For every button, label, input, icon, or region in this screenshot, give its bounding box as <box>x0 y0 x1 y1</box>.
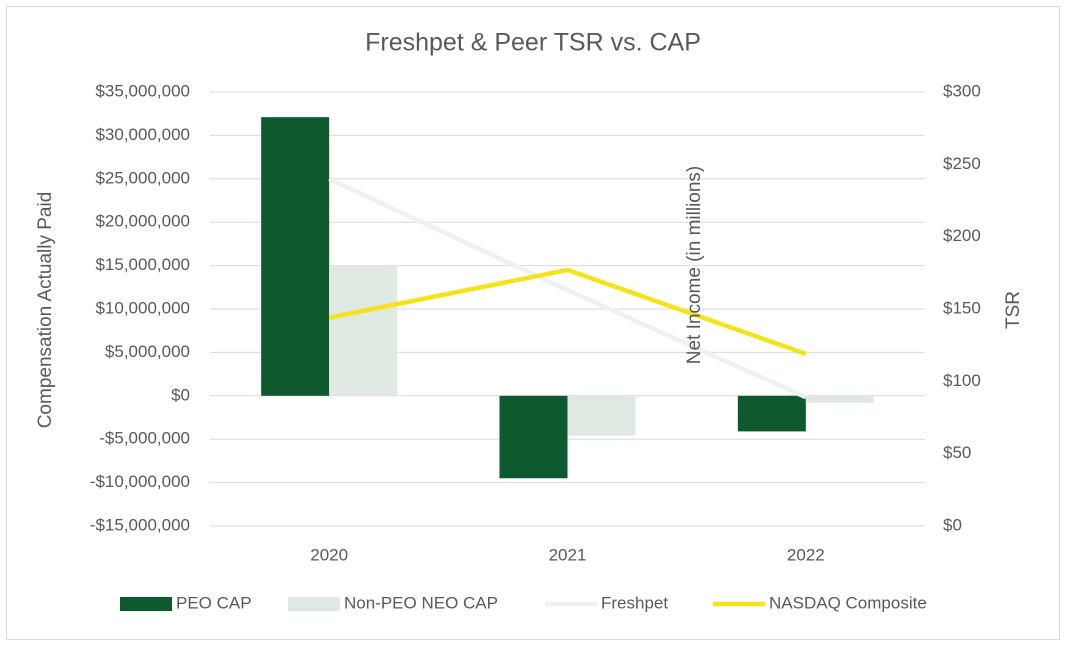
y-tick-label: -$10,000,000 <box>90 472 190 491</box>
chart-border <box>6 6 1060 640</box>
bar <box>261 117 330 396</box>
annotation: Net Income (in millions) <box>684 166 705 365</box>
y-tick-label: -$5,000,000 <box>99 429 190 448</box>
bar <box>567 395 636 436</box>
y2-tick-label: $200 <box>943 226 981 245</box>
legend-swatch <box>288 597 340 611</box>
bar <box>805 395 874 403</box>
bar <box>737 395 806 432</box>
legend-label: NASDAQ Composite <box>769 593 927 612</box>
y-tick-label: $5,000,000 <box>105 342 190 361</box>
legend-label: PEO CAP <box>176 593 252 612</box>
y-tick-label: $30,000,000 <box>95 125 190 144</box>
y2-axis-label: TSR <box>1003 291 1024 329</box>
line-series <box>328 267 807 356</box>
y-tick-label: $15,000,000 <box>95 255 190 274</box>
bar <box>329 265 398 396</box>
legend-swatch <box>120 597 172 611</box>
y-tick-label: $10,000,000 <box>95 298 190 317</box>
y-tick-label: -$15,000,000 <box>90 515 190 534</box>
y2-tick-label: $100 <box>943 371 981 390</box>
y2-tick-label: $300 <box>943 81 981 100</box>
chart-title: Freshpet & Peer TSR vs. CAP <box>365 29 701 57</box>
y-tick-label: $0 <box>171 385 190 404</box>
y2-tick-label: $150 <box>943 298 981 317</box>
y2-tick-label: $250 <box>943 154 981 173</box>
y-tick-label: $35,000,000 <box>95 81 190 100</box>
y-axis-label: Compensation Actually Paid <box>35 192 56 429</box>
x-tick-label: 2020 <box>310 545 348 564</box>
x-tick-label: 2021 <box>549 545 587 564</box>
legend-label: Freshpet <box>601 593 668 612</box>
x-tick-label: 2022 <box>787 545 825 564</box>
line-series <box>328 176 807 400</box>
y2-tick-label: $50 <box>943 443 971 462</box>
y-tick-label: $25,000,000 <box>95 168 190 187</box>
y2-tick-label: $0 <box>943 515 962 534</box>
bar <box>499 395 568 479</box>
y-tick-label: $20,000,000 <box>95 212 190 231</box>
legend-label: Non-PEO NEO CAP <box>344 593 498 612</box>
